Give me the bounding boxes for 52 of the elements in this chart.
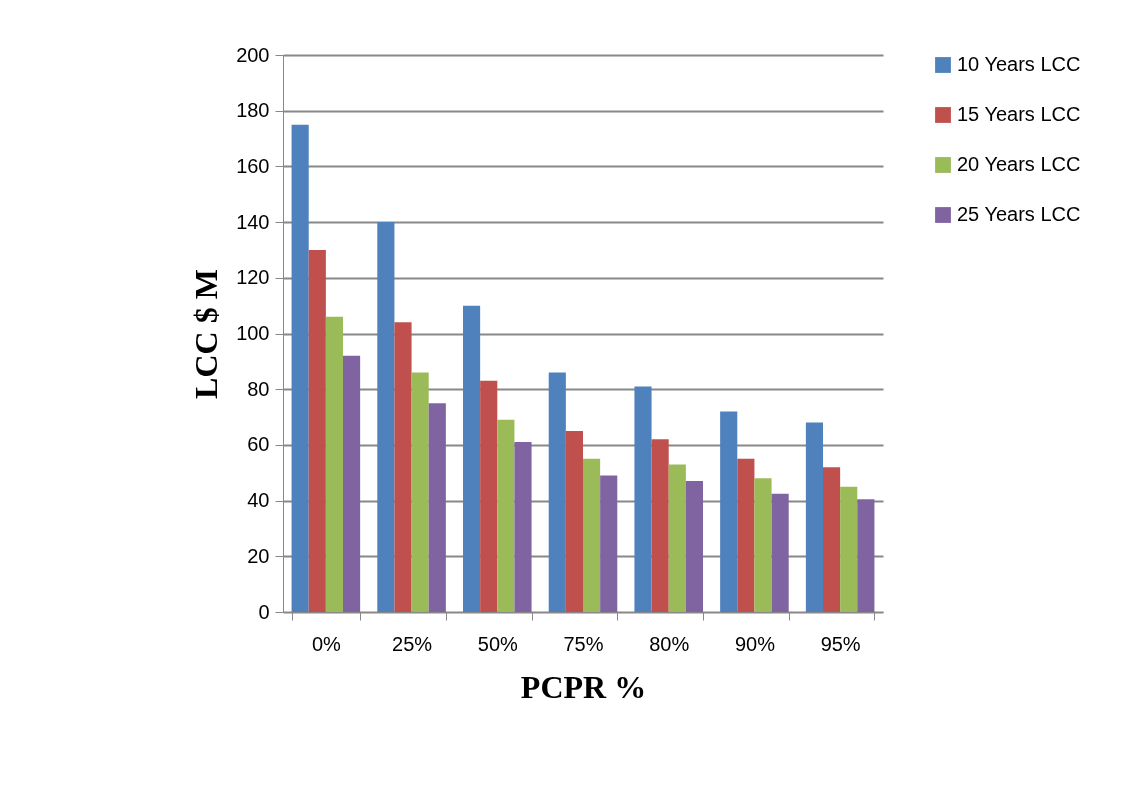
bar bbox=[685, 481, 703, 612]
x-tick-label: 75% bbox=[563, 632, 604, 655]
legend-label: 10 Years LCC bbox=[957, 53, 1081, 75]
x-tick-label: 90% bbox=[734, 632, 776, 655]
bar bbox=[668, 464, 686, 612]
bar bbox=[463, 305, 481, 612]
bar bbox=[411, 372, 429, 612]
x-axis-title: PCPR % bbox=[520, 668, 647, 705]
bar bbox=[343, 355, 361, 612]
bar bbox=[497, 419, 515, 612]
x-tick-label: 50% bbox=[477, 632, 519, 655]
bar bbox=[737, 458, 755, 612]
bar bbox=[823, 467, 841, 612]
bar bbox=[548, 372, 566, 612]
bar bbox=[377, 222, 395, 612]
y-tick-label: 140 bbox=[236, 210, 270, 233]
bar bbox=[480, 380, 498, 612]
legend-label: 25 Years LCC bbox=[957, 203, 1081, 225]
bar bbox=[857, 499, 875, 612]
bar bbox=[805, 422, 823, 612]
y-tick-label: 200 bbox=[236, 43, 270, 66]
bar bbox=[754, 478, 772, 612]
y-tick-label: 100 bbox=[236, 322, 270, 344]
bar bbox=[428, 403, 446, 612]
bar bbox=[720, 411, 738, 612]
x-tick-label: 80% bbox=[649, 632, 690, 655]
bar bbox=[840, 486, 858, 612]
bar bbox=[583, 458, 601, 612]
y-tick-label: 20 bbox=[247, 544, 270, 567]
bar bbox=[600, 475, 618, 612]
x-tick-label: 0% bbox=[311, 632, 342, 655]
y-tick-label: 120 bbox=[236, 266, 270, 289]
bar bbox=[634, 386, 652, 612]
y-tick-label: 80 bbox=[247, 377, 270, 400]
x-tick-label: 25% bbox=[392, 632, 433, 655]
legend-label: 20 Years LCC bbox=[957, 153, 1081, 175]
bar bbox=[514, 442, 532, 612]
y-tick-label: 0 bbox=[258, 600, 270, 623]
y-tick-label: 160 bbox=[236, 154, 270, 177]
y-tick-label: 60 bbox=[247, 433, 270, 456]
bar bbox=[651, 439, 669, 612]
bar bbox=[565, 430, 583, 612]
bar bbox=[291, 124, 309, 612]
y-tick-label: 40 bbox=[247, 489, 270, 512]
bar bbox=[771, 493, 789, 612]
bar bbox=[308, 249, 326, 612]
bar bbox=[325, 316, 343, 612]
bar bbox=[394, 322, 412, 612]
legend-label: 15 Years LCC bbox=[957, 103, 1081, 125]
y-tick-label: 180 bbox=[236, 99, 270, 122]
y-axis-title: LCC $ M bbox=[188, 269, 225, 399]
x-tick-label: 95% bbox=[820, 632, 861, 655]
